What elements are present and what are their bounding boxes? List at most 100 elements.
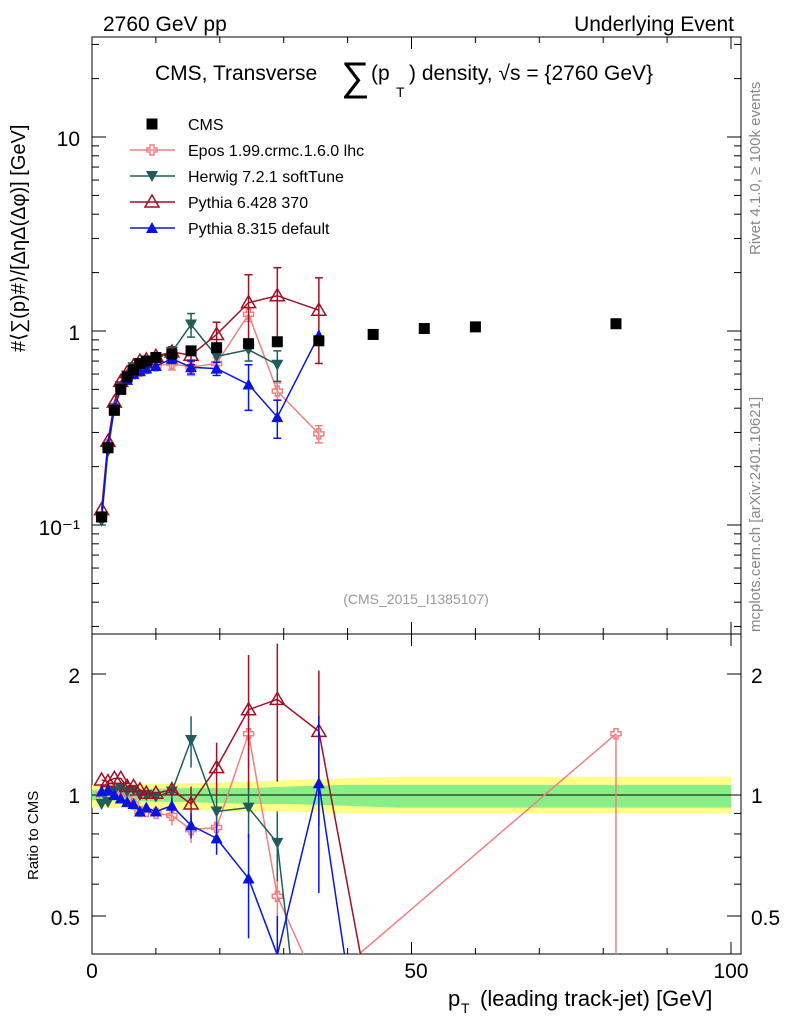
ratio-point-pythia-6-428-370 (138, 784, 155, 800)
point-pythia-6-428-370 (310, 301, 328, 316)
y-tick-label-1: 1 (68, 322, 80, 345)
legend-marker-cms (146, 118, 158, 130)
legend-marker-pythia-8-315-default (146, 222, 158, 233)
ratio-point-pythia-6-428-370 (131, 781, 149, 796)
ratio-point-epos-1-99-crmc-1-6-0-lhc (242, 728, 255, 740)
chart-title-pt: (p (371, 62, 390, 85)
ratio-point-pythia-8-315-default (101, 783, 114, 795)
ratio-point-pythia-6-428-370 (208, 759, 225, 774)
header-left: 2760 GeV pp (103, 13, 227, 36)
ratio-point-herwig-7-2-1-softtune (210, 806, 223, 818)
legend-label-pythia-8-315-default: Pythia 8.315 default (188, 221, 330, 238)
legend-label-pythia-6-428-370: Pythia 6.428 370 (188, 195, 308, 212)
series-line-pythia-6-428-370 (100, 294, 320, 510)
point-herwig-7-2-1-softtune (271, 359, 284, 371)
ratio-point-epos-1-99-crmc-1-6-0-lhc (166, 809, 178, 822)
ratio-point-pythia-6-428-370 (182, 795, 200, 810)
point-epos-1-99-crmc-1-6-0-lhc (242, 308, 255, 320)
ratio-point-herwig-7-2-1-softtune (271, 837, 284, 849)
series-line-epos-1-99-crmc-1-6-0-lhc (100, 312, 320, 518)
rivet-label: Rivet 4.1.0, ≥ 100k events (747, 82, 764, 255)
point-cms (469, 321, 481, 333)
point-cms (140, 355, 152, 367)
point-cms (166, 348, 178, 360)
chart-title-T: T (396, 84, 405, 100)
legend-label-cms: CMS (188, 117, 224, 134)
ratio-point-pythia-6-428-370 (269, 690, 286, 706)
x-axis-label-p: p (448, 986, 460, 1011)
chart-title-suffix: ) density, √s = {2760 GeV} (409, 62, 653, 85)
ratio-point-epos-1-99-crmc-1-6-0-lhc (210, 821, 223, 834)
point-pythia-8-315-default (149, 360, 162, 372)
y-axis-label-main: #⟨∑(p)#⟩/[ΔηΔ(Δφ)] [GeV] (8, 125, 30, 352)
main-plot-series (93, 266, 622, 527)
point-cms (610, 318, 622, 330)
ratio-point-pythia-6-428-370 (163, 781, 181, 796)
ratio-line-pythia-6-428-370 (101, 698, 362, 954)
ratio-point-pythia-8-315-default (127, 797, 140, 809)
axis-ticks (91, 37, 741, 954)
ratio-point-epos-1-99-crmc-1-6-0-lhc (610, 728, 622, 740)
ratio-point-pythia-6-428-370 (240, 701, 257, 716)
point-cms (418, 323, 430, 335)
point-herwig-7-2-1-softtune (210, 351, 223, 363)
point-cms (96, 511, 108, 523)
ratio-point-pythia-8-315-default (165, 799, 178, 811)
chart-title-prefix: CMS, Transverse (155, 62, 317, 85)
header-right: Underlying Event (574, 13, 734, 36)
ratio-point-epos-1-99-crmc-1-6-0-lhc (271, 890, 284, 902)
point-cms (150, 352, 162, 364)
point-cms (313, 335, 325, 347)
mcplots-label: mcplots.cern.ch [arXiv:2401.10621] (747, 397, 764, 632)
ratio-point-herwig-7-2-1-softtune (149, 791, 162, 803)
ratio-point-pythia-8-315-default (133, 805, 146, 817)
ratio-point-pythia-6-428-370 (112, 769, 130, 785)
point-pythia-6-428-370 (240, 294, 257, 309)
ratio-point-pythia-8-315-default (242, 872, 255, 884)
point-cms (211, 342, 223, 354)
point-cms (134, 357, 146, 369)
ratio-point-herwig-7-2-1-softtune (242, 802, 255, 814)
y-axis-label-ratio: Ratio to CMS (25, 791, 42, 880)
point-cms (128, 364, 140, 376)
legend-marker-herwig-7-2-1-softtune (146, 171, 158, 182)
ratio-point-pythia-6-428-370 (125, 777, 142, 793)
point-pythia-8-315-default (210, 362, 223, 374)
ratio-plot-series (93, 643, 622, 954)
y-tick-label-0-1: 10⁻¹ (39, 517, 80, 540)
point-pythia-8-315-default (242, 378, 255, 390)
x-axis-label-T: T (461, 1000, 470, 1016)
ratio-line-herwig-7-2-1-softtune (101, 737, 291, 954)
legend: CMS Epos 1.99.crmc.1.6.0 lhc Herwig 7.2.1 … (130, 117, 364, 238)
ratio-tick-label-2-right: 2 (751, 665, 763, 688)
legend-marker-pythia-6-428-370 (143, 193, 161, 208)
ratio-point-pythia-8-315-default (108, 789, 121, 800)
legend-label-herwig-7-2-1-softtune: Herwig 7.2.1 softTune (188, 169, 344, 186)
x-tick-label-100: 100 (713, 960, 748, 983)
x-tick-label-0: 0 (86, 960, 98, 983)
point-pythia-6-428-370 (269, 287, 286, 302)
point-epos-1-99-crmc-1-6-0-lhc (313, 428, 325, 440)
point-pythia-8-315-default (271, 411, 284, 423)
ratio-point-pythia-8-315-default (312, 777, 325, 789)
point-cms (271, 336, 283, 348)
ratio-tick-label-2-left: 2 (68, 665, 80, 688)
legend-marker-epos-1-99-crmc-1-6-0-lhc (146, 144, 158, 156)
ratio-point-pythia-6-428-370 (147, 784, 165, 800)
y-tick-label-10: 10 (57, 128, 80, 151)
point-herwig-7-2-1-softtune (185, 319, 198, 331)
point-pythia-6-428-370 (208, 325, 225, 341)
ratio-point-pythia-8-315-default (140, 801, 153, 813)
point-cms (108, 404, 120, 416)
ratio-point-herwig-7-2-1-softtune (185, 735, 198, 747)
analysis-id: (CMS_2015_I1385107) (343, 591, 489, 607)
point-pythia-8-315-default (140, 362, 153, 374)
ratio-point-pythia-8-315-default (185, 819, 198, 831)
point-pythia-8-315-default (185, 361, 198, 373)
legend-label-epos-1-99-crmc-1-6-0-lhc: Epos 1.99.crmc.1.6.0 lhc (188, 143, 364, 160)
ratio-tick-label-0-5-left: 0.5 (51, 907, 80, 930)
point-cms (121, 371, 133, 383)
point-cms (102, 442, 114, 454)
x-tick-label-50: 50 (404, 960, 427, 983)
